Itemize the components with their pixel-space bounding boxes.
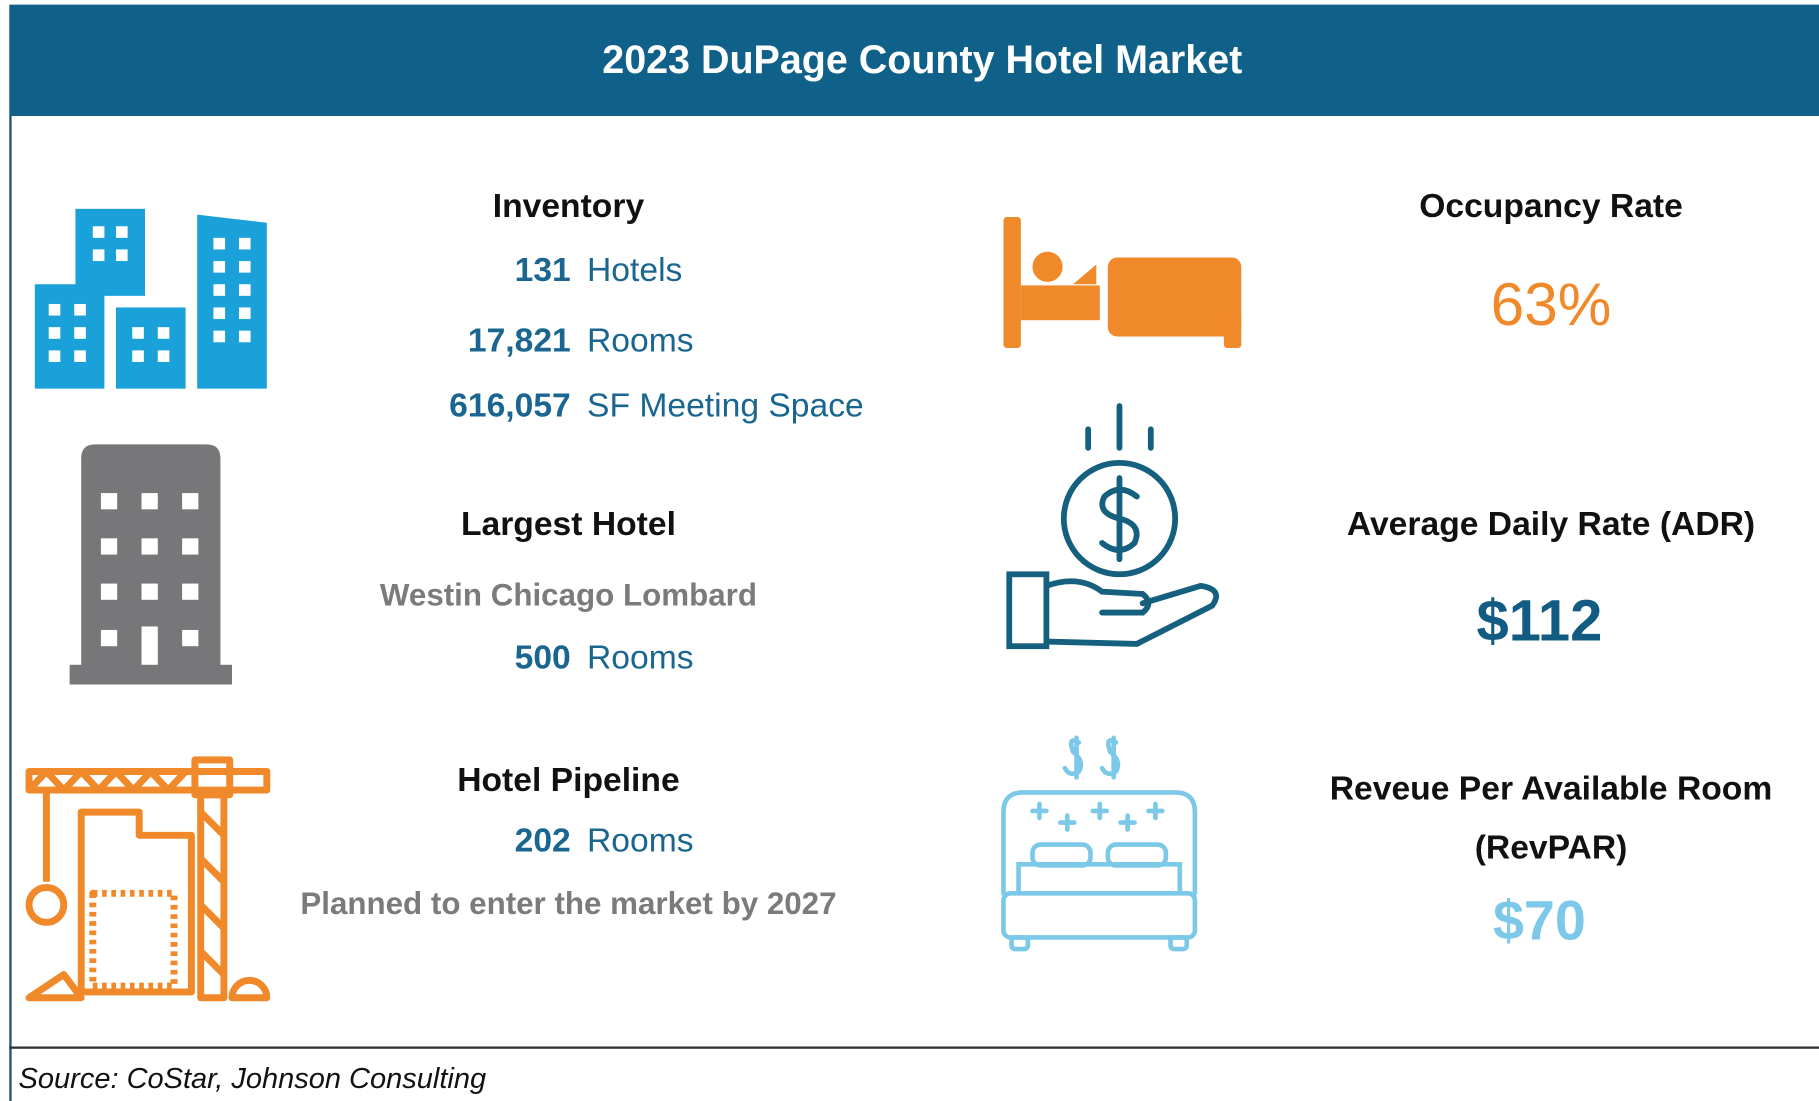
pipeline-label: Rooms bbox=[587, 822, 694, 860]
header-bar bbox=[9, 4, 1819, 117]
hotel-building-icon bbox=[69, 444, 233, 685]
largest-hotel-label: Rooms bbox=[587, 639, 694, 677]
revpar-value: $70 bbox=[1492, 891, 1586, 953]
inventory-label: SF Meeting Space bbox=[587, 387, 864, 425]
left-border bbox=[9, 116, 12, 1101]
inventory-value: 131 bbox=[514, 251, 571, 289]
source: Source: CoStar, Johnson Consulting bbox=[18, 1062, 487, 1096]
inventory-label: Hotels bbox=[587, 251, 683, 289]
inventory-heading: Inventory bbox=[492, 187, 645, 226]
inventory-label: Rooms bbox=[587, 322, 694, 360]
largest-hotel-value: 500 bbox=[514, 639, 571, 677]
largest-hotel-heading: Largest Hotel bbox=[460, 505, 676, 543]
largest-hotel-name: Westin Chicago Lombard bbox=[379, 577, 757, 613]
pipeline-heading: Hotel Pipeline bbox=[457, 762, 680, 800]
bed-icon bbox=[1003, 216, 1242, 349]
bed-revpar-icon bbox=[1001, 735, 1198, 952]
hand-coin-icon bbox=[1006, 403, 1219, 650]
inventory-value: 616,057 bbox=[449, 387, 571, 425]
pipeline-value: 202 bbox=[514, 822, 571, 860]
source-rule bbox=[9, 1046, 1819, 1049]
inventory-value: 17,821 bbox=[467, 322, 571, 360]
revpar-heading: Reveue Per Available Room (RevPAR) bbox=[1329, 770, 1773, 867]
title: 2023 DuPage County Hotel Market bbox=[602, 38, 1243, 83]
adr-value: $112 bbox=[1476, 588, 1603, 654]
pipeline-note: Planned to enter the market by 2027 bbox=[300, 886, 837, 922]
buildings-icon bbox=[34, 208, 267, 389]
occupancy-heading: Occupancy Rate bbox=[1419, 187, 1683, 226]
occupancy-value: 63% bbox=[1490, 271, 1612, 339]
adr-heading: Average Daily Rate (ADR) bbox=[1346, 505, 1756, 543]
crane-icon bbox=[25, 756, 271, 1002]
